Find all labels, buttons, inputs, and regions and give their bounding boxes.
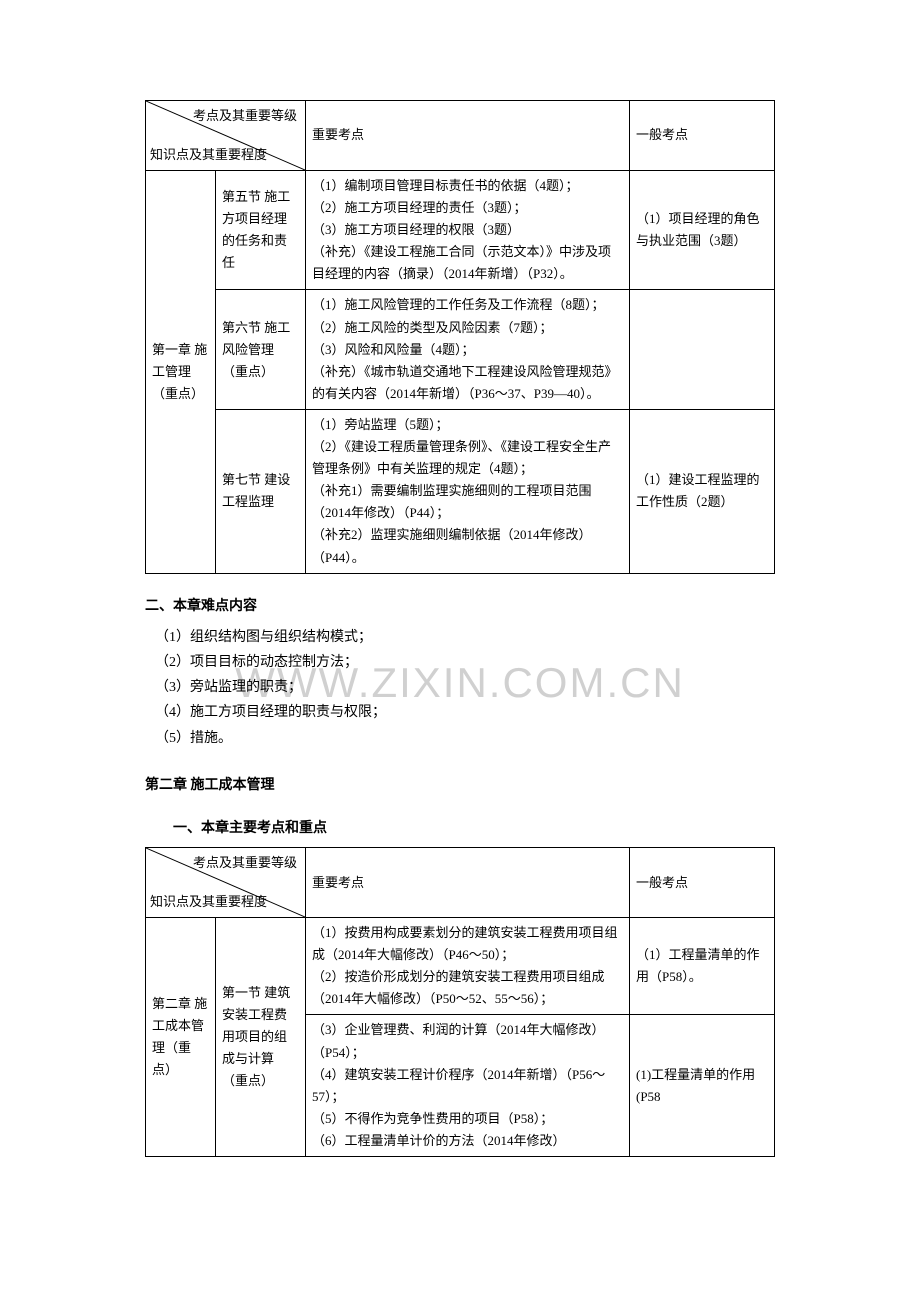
header-important-2: 重要考点 — [306, 848, 630, 918]
section-5-general: （1）项目经理的角色与执业范围（3题） — [630, 171, 775, 290]
difficulty-4: （4）施工方项目经理的职责与权限； — [145, 700, 775, 725]
section-6-general — [630, 290, 775, 409]
section-5: 第五节 施工方项目经理的任务和责任 — [216, 171, 306, 290]
difficulty-1: （1）组织结构图与组织结构模式； — [145, 625, 775, 650]
chapter2-sub-title: 一、本章主要考点和重点 — [145, 816, 775, 841]
diag-bottom-label: 知识点及其重要程度 — [150, 144, 267, 166]
difficulty-5: （5）措施。 — [145, 726, 775, 751]
diag-bottom-label-2: 知识点及其重要程度 — [150, 891, 267, 913]
section-7-important: （1）旁站监理（5题）； （2）《建设工程质量管理条例》、《建设工程安全生产管理… — [306, 409, 630, 573]
section-7: 第七节 建设工程监理 — [216, 409, 306, 573]
section-6-important: （1）施工风险管理的工作任务及工作流程（8题）； （2）施工风险的类型及风险因素… — [306, 290, 630, 409]
header-general-2: 一般考点 — [630, 848, 775, 918]
chapter1-label: 第一章 施工管理（重点） — [146, 171, 216, 574]
table-chapter2: 考点及其重要等级 知识点及其重要程度 重要考点 一般考点 第二章 施工成本管理（… — [145, 847, 775, 1157]
section-6: 第六节 施工风险管理（重点） — [216, 290, 306, 409]
diag-top-label-2: 考点及其重要等级 — [193, 852, 297, 874]
difficulty-2: （2）项目目标的动态控制方法； — [145, 650, 775, 675]
section-1-row1-important: （1）按费用构成要素划分的建筑安装工程费用项目组成（2014年大幅修改）（P46… — [306, 918, 630, 1015]
section-5-important: （1）编制项目管理目标责任书的依据（4题）； （2）施工方项目经理的责任（3题）… — [306, 171, 630, 290]
section-1-label: 第一节 建筑安装工程费用项目的组成与计算（重点） — [216, 918, 306, 1157]
difficulty-3: （3）旁站监理的职责； — [145, 675, 775, 700]
diag-header-2: 考点及其重要等级 知识点及其重要程度 — [146, 848, 306, 918]
section-1-row1-general: （1）工程量清单的作用（P58）。 — [630, 918, 775, 1015]
diag-top-label: 考点及其重要等级 — [193, 105, 297, 127]
difficulties-title: 二、本章难点内容 — [145, 594, 775, 619]
section-7-general: （1）建设工程监理的工作性质（2题） — [630, 409, 775, 573]
header-general: 一般考点 — [630, 101, 775, 171]
chapter2-label: 第二章 施工成本管理（重点） — [146, 918, 216, 1157]
chapter2-title: 第二章 施工成本管理 — [145, 773, 775, 798]
diag-header-1: 考点及其重要等级 知识点及其重要程度 — [146, 101, 306, 171]
header-important: 重要考点 — [306, 101, 630, 171]
table-chapter1: 考点及其重要等级 知识点及其重要程度 重要考点 一般考点 第一章 施工管理（重点… — [145, 100, 775, 574]
section-1-row2-important: （3）企业管理费、利润的计算（2014年大幅修改）（P54）； （4）建筑安装工… — [306, 1015, 630, 1157]
section-1-row2-general: (1)工程量清单的作用(P58 — [630, 1015, 775, 1157]
